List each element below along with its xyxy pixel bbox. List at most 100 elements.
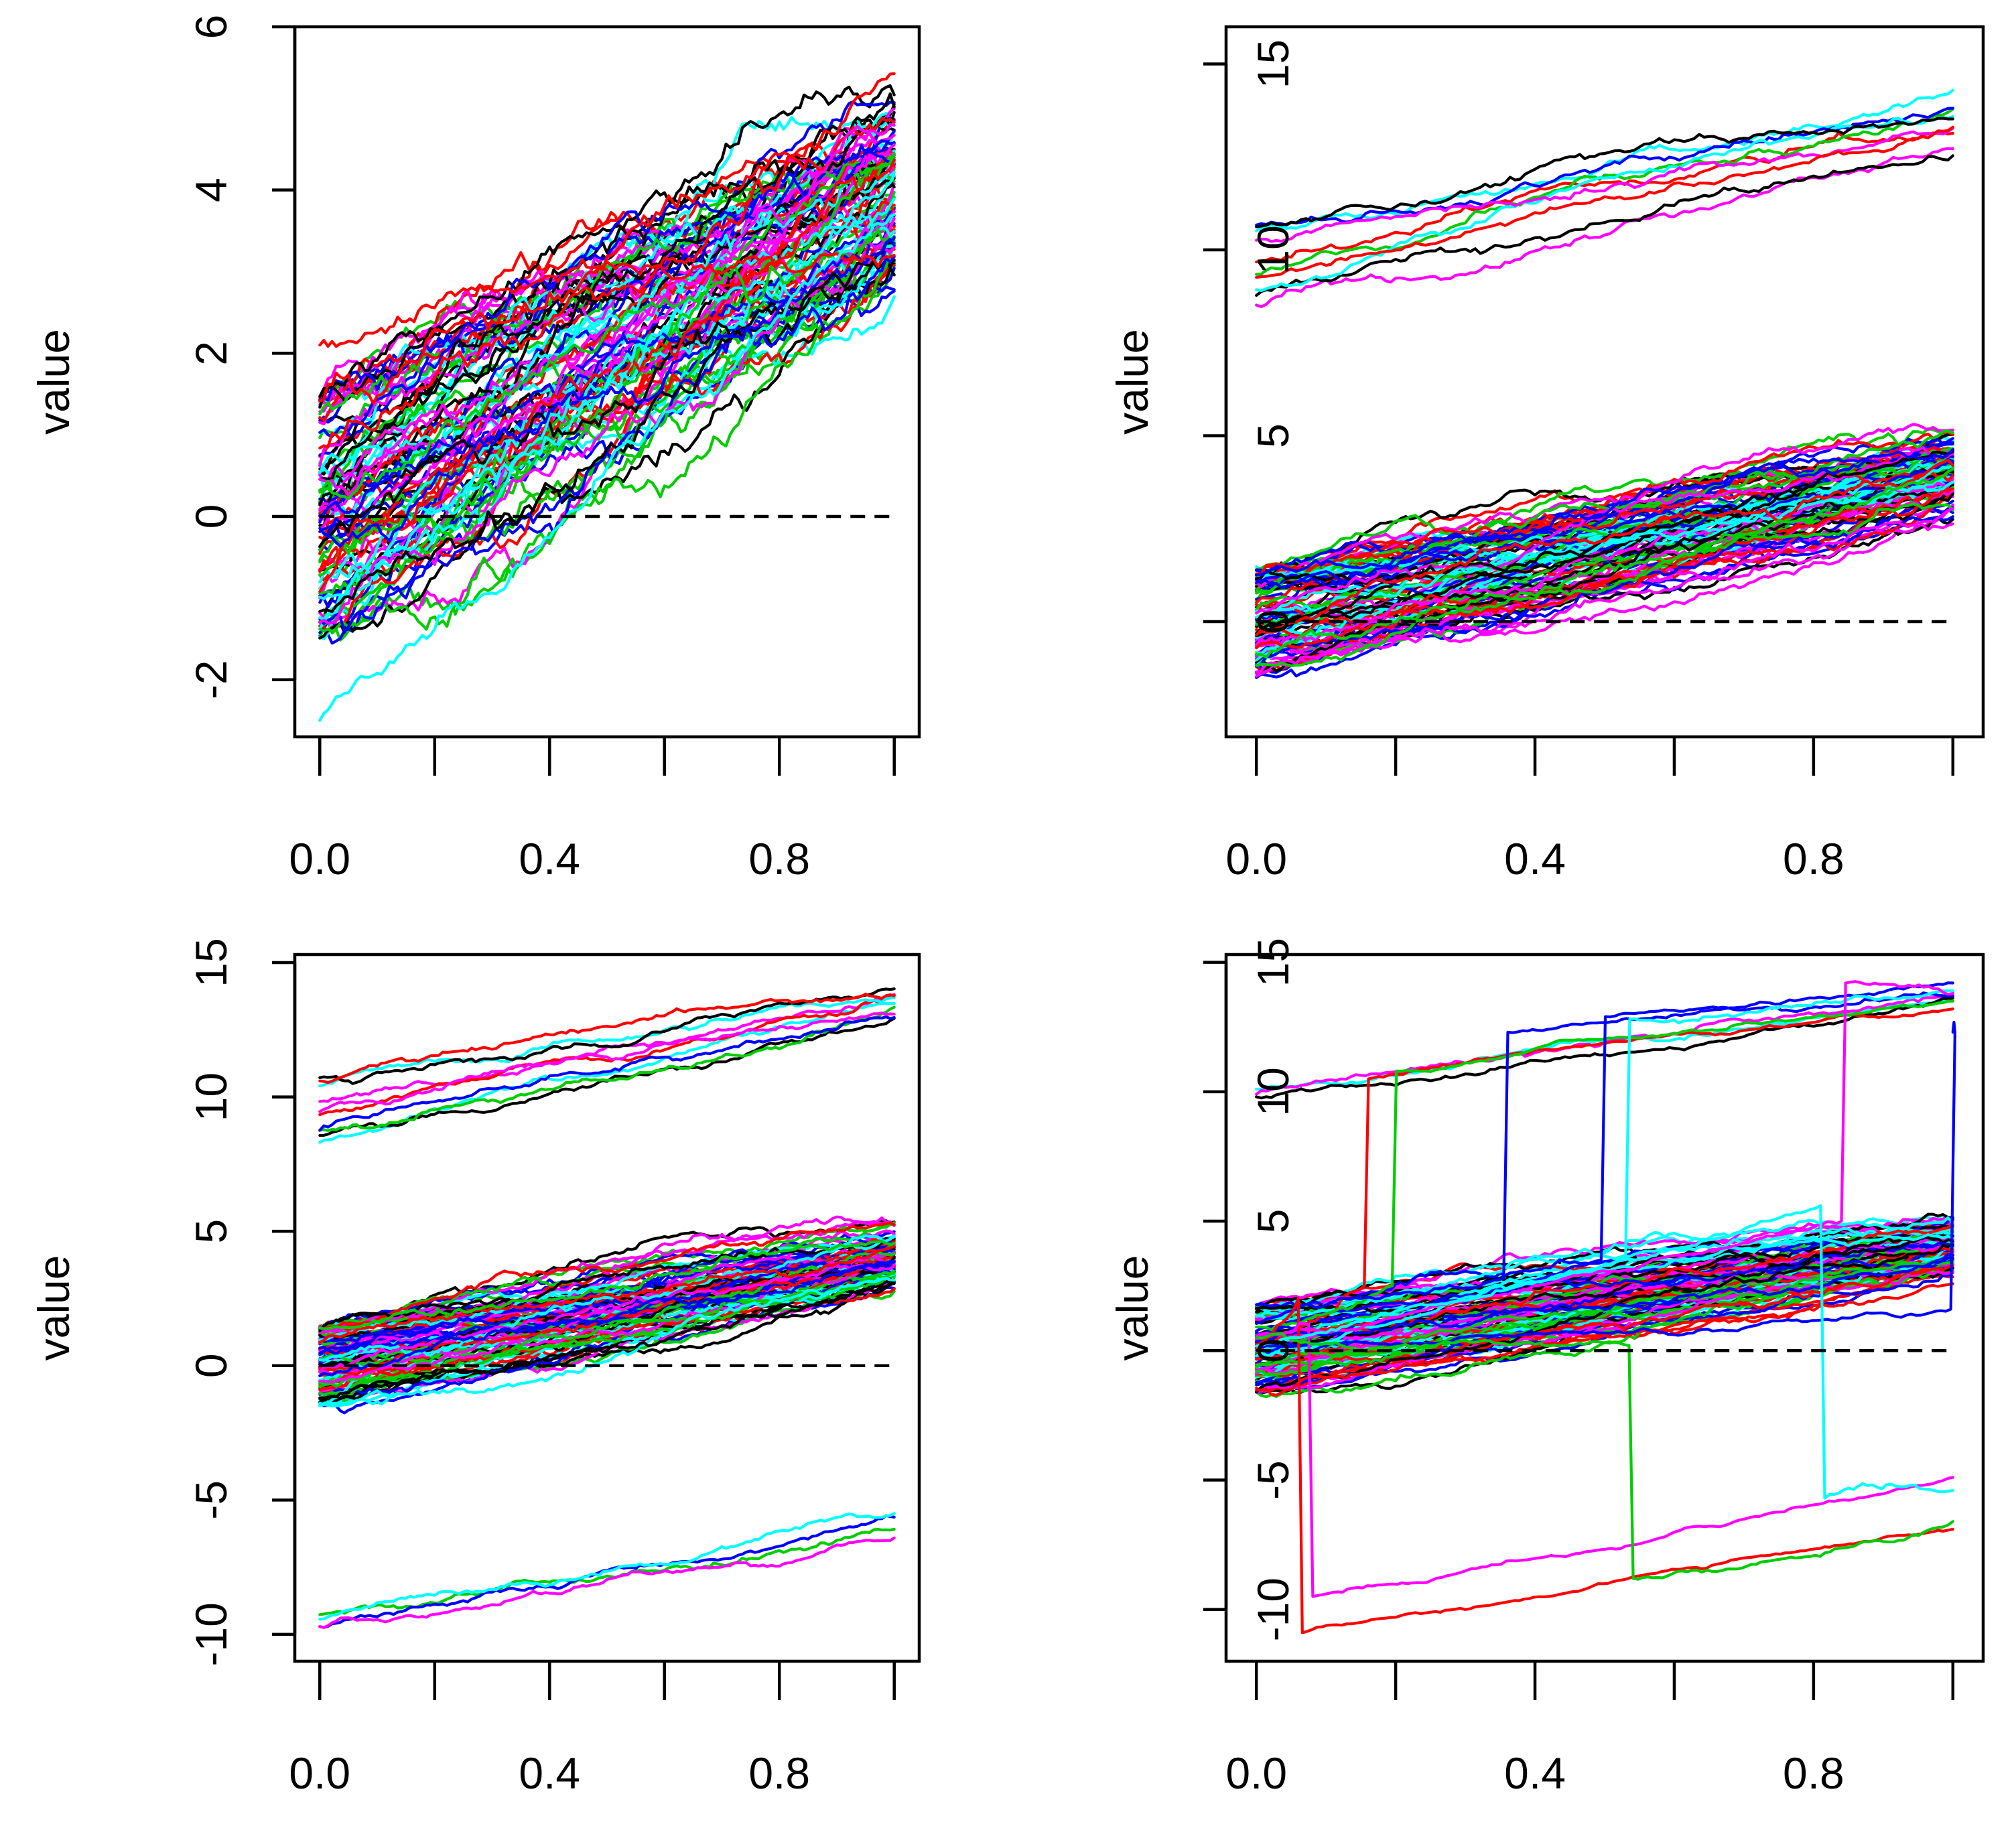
series-line — [1255, 477, 1954, 646]
series-line — [318, 213, 896, 722]
x-tick-label: 0.4 — [519, 1748, 580, 1798]
series-line — [318, 1277, 896, 1408]
series-line — [1255, 461, 1954, 592]
series-line — [1255, 480, 1954, 619]
y-tick-label: 5 — [1248, 423, 1298, 448]
y-tick-label: 0 — [1248, 1338, 1298, 1363]
series-line — [318, 1282, 896, 1399]
series-lines — [1255, 980, 1956, 1634]
y-tick-label: -5 — [1248, 1460, 1298, 1500]
y-tick-label: 15 — [1248, 40, 1298, 88]
y-axis-label: value — [29, 1255, 78, 1361]
series-line — [1255, 1233, 1954, 1318]
series-line — [1255, 1239, 1954, 1308]
x-tick-label: 0.4 — [1504, 834, 1566, 884]
series-line — [1255, 483, 1954, 628]
series-line — [318, 227, 896, 500]
series-line — [318, 210, 896, 482]
series-line — [1255, 125, 1954, 279]
y-tick-label: 0 — [186, 504, 236, 529]
jump-series-line — [1255, 980, 1954, 1338]
series-line — [318, 1536, 896, 1629]
series-line — [318, 253, 896, 348]
x-tick-label: 0.0 — [1225, 1748, 1287, 1798]
series-line — [318, 160, 896, 416]
series-line — [318, 143, 896, 438]
series-line — [318, 72, 896, 405]
series-line — [318, 1280, 896, 1401]
y-axis-label: value — [1107, 1255, 1157, 1361]
series-line — [318, 1512, 896, 1621]
y-tick-label: 5 — [1248, 1209, 1298, 1234]
x-tick-label: 0.0 — [289, 1748, 350, 1798]
y-tick-label: 10 — [186, 1072, 236, 1121]
chart-panel-top-left: -2 0 2 4 6 0.0 0.4 0.8 value — [29, 15, 921, 884]
chart-panel-bottom-left: -10 -5 0 5 10 15 0.0 0.4 0.8 value — [29, 938, 921, 1798]
y-tick-label: 10 — [1248, 1067, 1298, 1116]
series-line — [318, 994, 896, 1117]
y-tick-label: 6 — [186, 15, 236, 40]
series-line — [318, 173, 896, 621]
series-line — [318, 159, 896, 593]
series-line — [318, 244, 896, 625]
series-line — [1255, 506, 1954, 674]
series-line — [318, 1005, 896, 1132]
series-line — [1255, 131, 1954, 264]
x-tick-label: 0.4 — [1504, 1748, 1566, 1798]
series-line — [318, 157, 896, 515]
series-line — [318, 149, 896, 407]
y-tick-label: 15 — [186, 938, 236, 987]
series-line — [1255, 458, 1954, 637]
series-line — [318, 1279, 896, 1401]
series-line — [1255, 487, 1954, 650]
series-line — [1255, 1253, 1954, 1357]
jump-series-line — [1255, 1332, 1954, 1581]
y-tick-label: 15 — [1248, 938, 1298, 987]
series-lines — [318, 987, 896, 1629]
y-tick-label: 10 — [1248, 225, 1298, 274]
series-line — [318, 259, 896, 548]
series-line — [318, 241, 896, 614]
series-line — [1255, 450, 1954, 635]
series-line — [318, 237, 896, 548]
series-line — [1255, 107, 1954, 276]
series-line — [318, 84, 896, 409]
series-line — [318, 987, 896, 1085]
series-line — [318, 92, 896, 399]
series-line — [1255, 445, 1954, 615]
series-line — [1255, 492, 1954, 638]
series-line — [1255, 88, 1954, 232]
chart-panel-bottom-right: -10 -5 0 5 10 15 0.0 0.4 0.8 value — [1107, 938, 1985, 1798]
y-tick-label: -2 — [186, 660, 236, 699]
jump-series-line — [1255, 989, 1954, 1358]
series-line — [318, 1239, 896, 1330]
jump-series-line — [1255, 1204, 1954, 1500]
series-line — [318, 996, 896, 1088]
series-line — [318, 1260, 896, 1377]
y-tick-label: 2 — [186, 341, 236, 366]
series-line — [1255, 447, 1954, 577]
y-tick-label: -10 — [186, 1602, 236, 1666]
y-tick-label: -5 — [186, 1480, 236, 1520]
series-line — [318, 255, 896, 634]
x-tick-label: 0.8 — [748, 834, 810, 884]
chart-panel-top-right: 0 5 10 15 0.0 0.4 0.8 value — [1107, 25, 1985, 884]
series-line — [318, 992, 896, 1084]
series-line — [318, 1271, 896, 1385]
y-tick-label: -10 — [1248, 1578, 1298, 1641]
series-line — [318, 263, 896, 549]
series-line — [1255, 502, 1954, 659]
x-tick-label: 0.8 — [1783, 834, 1844, 884]
series-lines — [1255, 88, 1954, 679]
y-axis-label: value — [29, 329, 78, 435]
series-line — [1255, 1257, 1954, 1338]
x-tick-label: 0.0 — [289, 834, 350, 884]
series-line — [318, 161, 896, 475]
x-tick-label: 0.8 — [1783, 1748, 1844, 1798]
y-tick-label: 4 — [186, 178, 236, 202]
series-line — [318, 1245, 896, 1344]
series-line — [318, 254, 896, 633]
series-line — [318, 1011, 896, 1113]
jump-series-line — [1255, 1297, 1954, 1634]
series-lines — [318, 72, 896, 722]
